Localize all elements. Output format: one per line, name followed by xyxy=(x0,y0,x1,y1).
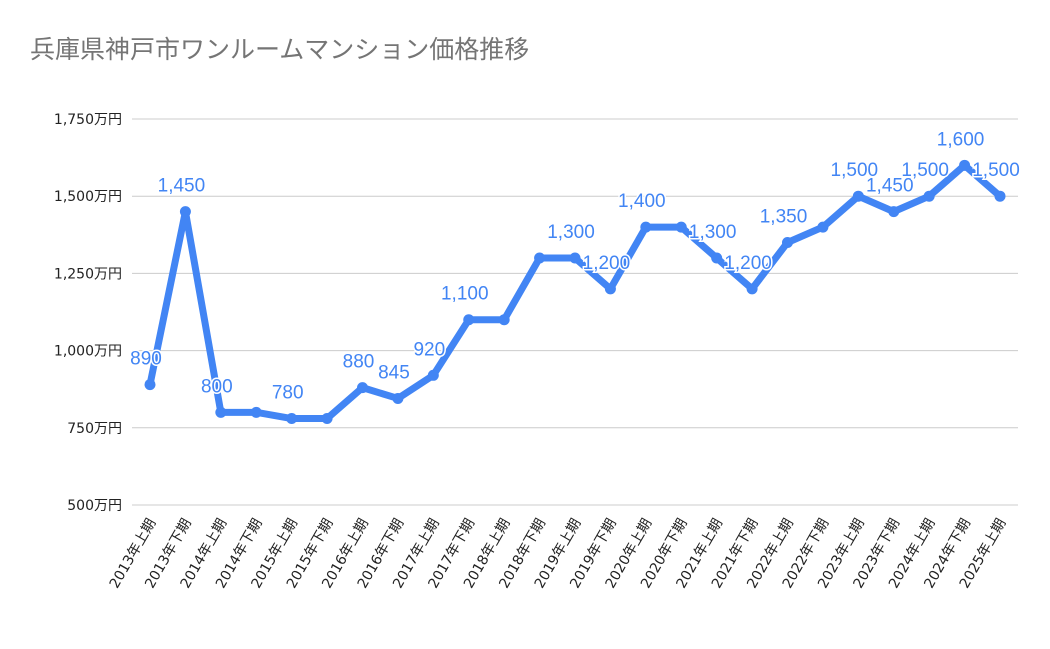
data-label: 1,500 xyxy=(972,160,1020,181)
data-label: 1,350 xyxy=(760,207,808,228)
series-line xyxy=(146,161,1004,423)
data-point xyxy=(675,221,687,233)
y-tick-label: 1,000万円 xyxy=(54,344,122,360)
data-label: 1,500 xyxy=(901,160,949,181)
data-label: 1,100 xyxy=(441,284,489,305)
chart-title: 兵庫県神戸市ワンルームマンション価格推移 xyxy=(30,35,530,64)
data-label: 1,600 xyxy=(937,129,985,150)
data-label: 1,450 xyxy=(158,176,206,197)
y-tick-label: 1,250万円 xyxy=(54,266,122,282)
data-point xyxy=(959,159,971,171)
data-label: 880 xyxy=(343,352,375,373)
data-label: 1,300 xyxy=(689,222,737,243)
data-point xyxy=(711,252,723,264)
data-point xyxy=(852,190,864,202)
y-tick-label: 750万円 xyxy=(67,421,122,437)
data-label: 890 xyxy=(130,349,162,370)
data-label: 1,400 xyxy=(618,191,666,212)
data-point xyxy=(179,206,191,218)
data-point xyxy=(534,252,546,264)
data-label: 1,300 xyxy=(547,222,595,243)
data-point xyxy=(640,221,652,233)
data-point xyxy=(321,413,333,425)
data-point xyxy=(923,190,935,202)
data-point xyxy=(817,221,829,233)
data-label: 1,200 xyxy=(724,253,772,274)
data-label: 845 xyxy=(378,362,410,383)
data-point xyxy=(144,379,156,391)
data-point xyxy=(994,190,1006,202)
data-label: 800 xyxy=(201,376,233,397)
data-point xyxy=(604,283,616,295)
data-point xyxy=(392,392,404,404)
data-point xyxy=(215,406,227,418)
data-point xyxy=(498,314,510,326)
data-point xyxy=(250,406,262,418)
data-label: 1,450 xyxy=(866,176,914,197)
data-point xyxy=(782,237,793,249)
data-point xyxy=(463,314,475,326)
data-label: 1,500 xyxy=(831,160,879,181)
data-point xyxy=(286,413,298,425)
y-tick-label: 500万円 xyxy=(67,498,122,514)
y-tick-label: 1,750万円 xyxy=(54,112,122,128)
data-point xyxy=(427,369,439,381)
data-point xyxy=(357,382,368,394)
data-point xyxy=(569,252,581,264)
y-tick-label: 1,500万円 xyxy=(54,189,122,205)
data-point xyxy=(888,206,900,218)
data-label: 920 xyxy=(413,339,445,360)
data-label: 780 xyxy=(272,383,304,404)
data-label: 1,200 xyxy=(583,253,631,274)
data-point xyxy=(746,283,758,295)
